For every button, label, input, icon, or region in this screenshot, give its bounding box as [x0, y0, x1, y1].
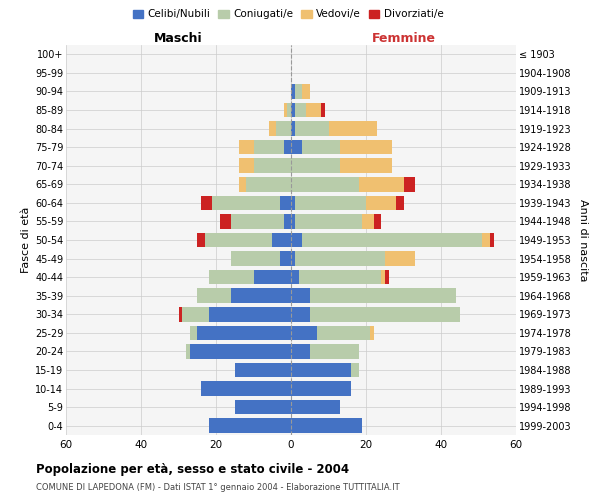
Bar [254, 140, 284, 154]
Bar [291, 122, 295, 136]
Bar [209, 270, 254, 284]
Bar [284, 140, 291, 154]
Bar [310, 307, 460, 322]
Text: Femmine: Femmine [371, 32, 436, 45]
Bar [190, 344, 291, 358]
Bar [291, 363, 351, 377]
Bar [302, 84, 310, 98]
Bar [287, 103, 291, 117]
Bar [291, 233, 302, 247]
Bar [295, 196, 366, 210]
Bar [231, 252, 280, 266]
Bar [295, 252, 385, 266]
Bar [291, 84, 295, 98]
Bar [302, 140, 340, 154]
Bar [385, 270, 389, 284]
Bar [310, 288, 456, 303]
Bar [201, 382, 291, 396]
Bar [404, 177, 415, 192]
Bar [291, 288, 310, 303]
Bar [291, 307, 310, 322]
Bar [284, 214, 291, 228]
Bar [239, 158, 254, 173]
Bar [482, 233, 490, 247]
Bar [291, 270, 299, 284]
Bar [295, 214, 362, 228]
Bar [212, 196, 280, 210]
Bar [239, 140, 254, 154]
Bar [272, 233, 291, 247]
Bar [396, 196, 404, 210]
Bar [254, 270, 291, 284]
Bar [235, 363, 291, 377]
Text: Maschi: Maschi [154, 32, 203, 45]
Bar [205, 233, 272, 247]
Bar [254, 158, 291, 173]
Bar [269, 122, 276, 136]
Bar [231, 288, 291, 303]
Bar [291, 252, 295, 266]
Bar [291, 214, 295, 228]
Bar [291, 418, 362, 433]
Bar [362, 214, 373, 228]
Bar [197, 326, 291, 340]
Bar [280, 196, 291, 210]
Bar [276, 122, 291, 136]
Bar [329, 122, 377, 136]
Bar [295, 84, 302, 98]
Bar [490, 233, 493, 247]
Bar [385, 252, 415, 266]
Bar [291, 177, 359, 192]
Text: COMUNE DI LAPEDONA (FM) - Dati ISTAT 1° gennaio 2004 - Elaborazione TUTTITALIA.I: COMUNE DI LAPEDONA (FM) - Dati ISTAT 1° … [36, 482, 400, 492]
Bar [373, 214, 381, 228]
Bar [366, 196, 396, 210]
Bar [351, 363, 359, 377]
Bar [381, 270, 385, 284]
Bar [291, 140, 302, 154]
Bar [317, 326, 370, 340]
Bar [295, 122, 329, 136]
Bar [291, 382, 351, 396]
Bar [291, 196, 295, 210]
Text: Popolazione per età, sesso e stato civile - 2004: Popolazione per età, sesso e stato civil… [36, 462, 349, 475]
Bar [291, 344, 310, 358]
Bar [321, 103, 325, 117]
Bar [291, 158, 340, 173]
Bar [239, 177, 246, 192]
Bar [179, 307, 182, 322]
Bar [190, 326, 197, 340]
Bar [209, 418, 291, 433]
Bar [291, 400, 340, 414]
Bar [310, 344, 359, 358]
Bar [231, 214, 284, 228]
Bar [295, 103, 306, 117]
Legend: Celibi/Nubili, Coniugati/e, Vedovi/e, Divorziati/e: Celibi/Nubili, Coniugati/e, Vedovi/e, Di… [128, 5, 448, 24]
Bar [246, 177, 291, 192]
Bar [302, 233, 482, 247]
Bar [370, 326, 373, 340]
Bar [340, 158, 392, 173]
Bar [197, 288, 231, 303]
Bar [209, 307, 291, 322]
Bar [299, 270, 381, 284]
Bar [359, 177, 404, 192]
Bar [284, 103, 287, 117]
Bar [280, 252, 291, 266]
Bar [220, 214, 231, 228]
Bar [201, 196, 212, 210]
Bar [291, 326, 317, 340]
Bar [340, 140, 392, 154]
Y-axis label: Anni di nascita: Anni di nascita [578, 198, 588, 281]
Y-axis label: Fasce di età: Fasce di età [20, 207, 31, 273]
Bar [235, 400, 291, 414]
Bar [306, 103, 321, 117]
Bar [182, 307, 209, 322]
Bar [197, 233, 205, 247]
Bar [291, 103, 295, 117]
Bar [186, 344, 190, 358]
